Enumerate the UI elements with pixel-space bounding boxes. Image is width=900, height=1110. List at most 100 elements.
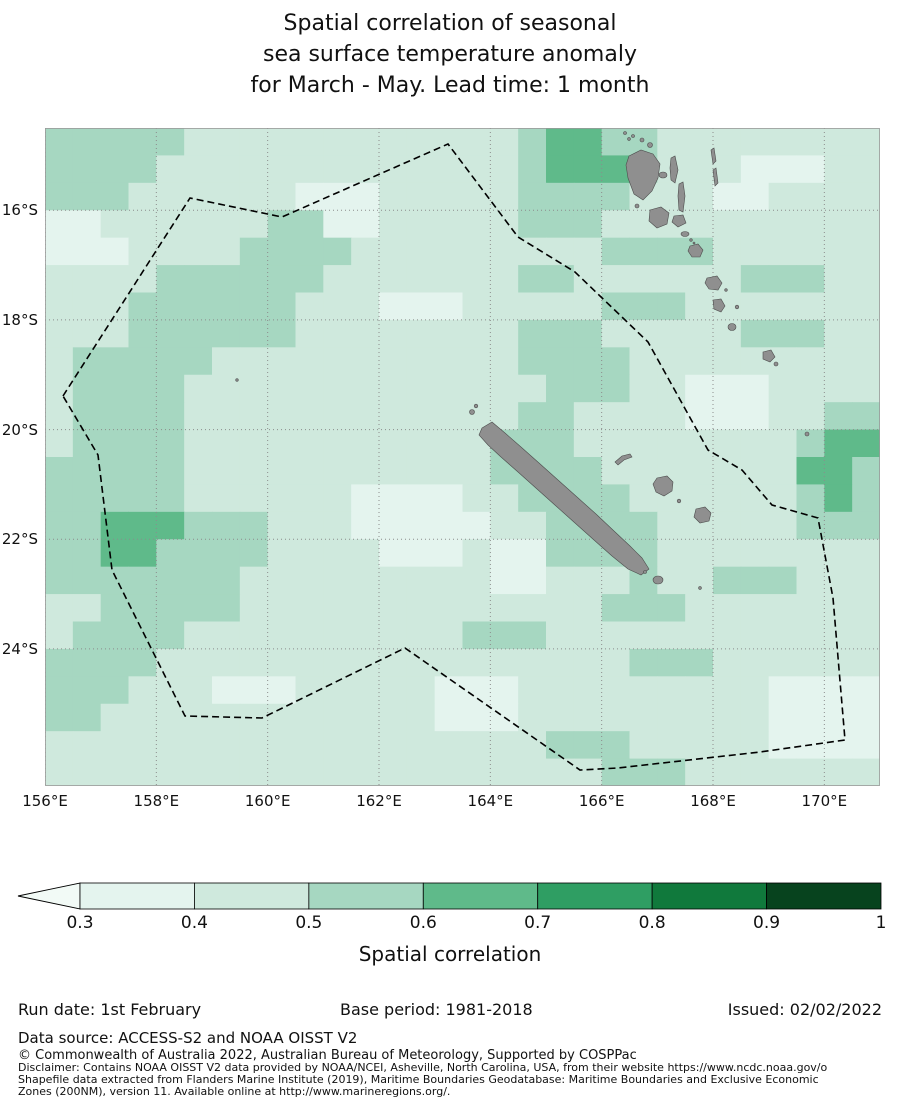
correlation-cell bbox=[740, 648, 770, 677]
correlation-cell bbox=[462, 566, 491, 595]
correlation-cell bbox=[573, 758, 603, 786]
correlation-cell bbox=[796, 566, 825, 595]
land-small-island bbox=[643, 570, 647, 574]
correlation-cell bbox=[100, 237, 129, 266]
land-banks-islands bbox=[631, 134, 635, 138]
correlation-cell bbox=[573, 566, 603, 595]
correlation-cell bbox=[45, 594, 74, 622]
correlation-cell bbox=[184, 566, 213, 595]
correlation-cell bbox=[546, 621, 575, 650]
correlation-cell bbox=[462, 511, 491, 540]
correlation-cell bbox=[406, 758, 436, 786]
correlation-cell bbox=[379, 648, 408, 677]
correlation-cell bbox=[239, 319, 269, 348]
correlation-cell bbox=[156, 347, 185, 376]
correlation-cell bbox=[239, 648, 269, 677]
correlation-cell bbox=[713, 210, 742, 239]
correlation-cell bbox=[629, 402, 658, 431]
correlation-cell bbox=[212, 182, 241, 211]
correlation-cell bbox=[323, 731, 352, 760]
correlation-cell bbox=[490, 128, 519, 156]
correlation-cell bbox=[406, 292, 436, 321]
correlation-cell bbox=[45, 347, 74, 376]
correlation-cell bbox=[657, 511, 686, 540]
correlation-cell bbox=[406, 374, 436, 403]
correlation-cell bbox=[434, 731, 463, 760]
correlation-cell bbox=[657, 539, 686, 568]
correlation-cell bbox=[184, 731, 213, 760]
colorbar-tick-label: 0.7 bbox=[524, 913, 552, 933]
correlation-cell bbox=[406, 182, 436, 211]
correlation-cell bbox=[406, 676, 436, 705]
correlation-cell bbox=[295, 457, 324, 485]
correlation-cell bbox=[156, 731, 185, 760]
correlation-cell bbox=[768, 128, 797, 156]
correlation-cell bbox=[629, 319, 658, 348]
correlation-cell bbox=[629, 237, 658, 266]
correlation-cell bbox=[462, 539, 491, 568]
colorbar-tick-label: 0.9 bbox=[753, 913, 781, 933]
correlation-cell bbox=[128, 676, 157, 705]
correlation-cell bbox=[184, 457, 213, 485]
correlation-cell bbox=[434, 237, 463, 266]
correlation-cell bbox=[184, 210, 213, 239]
correlation-cell bbox=[852, 265, 880, 293]
correlation-cell bbox=[212, 621, 241, 650]
correlation-cell bbox=[713, 731, 742, 760]
correlation-cell bbox=[768, 429, 797, 458]
correlation-cell bbox=[128, 374, 157, 403]
correlation-cell bbox=[351, 210, 380, 239]
correlation-cell bbox=[128, 319, 157, 348]
correlation-cell bbox=[406, 429, 436, 458]
correlation-cell bbox=[379, 265, 408, 293]
correlation-cell bbox=[573, 703, 603, 732]
correlation-cell bbox=[406, 566, 436, 595]
land-isle-of-pines bbox=[652, 575, 664, 585]
land-small-island bbox=[235, 378, 239, 382]
correlation-cell bbox=[184, 374, 213, 403]
correlation-cell bbox=[573, 457, 603, 485]
correlation-cell bbox=[601, 237, 630, 266]
land-erromango bbox=[704, 275, 723, 291]
correlation-cell bbox=[72, 128, 102, 156]
correlation-cell bbox=[295, 511, 324, 540]
correlation-cell bbox=[546, 539, 575, 568]
correlation-cell bbox=[100, 758, 129, 786]
correlation-cell bbox=[713, 484, 742, 513]
correlation-cell bbox=[740, 402, 770, 431]
correlation-cell bbox=[490, 319, 519, 348]
correlation-cell bbox=[379, 292, 408, 321]
correlation-cell bbox=[713, 237, 742, 266]
correlation-cell bbox=[128, 347, 157, 376]
colorbar-segment bbox=[79, 882, 195, 910]
correlation-cell bbox=[713, 402, 742, 431]
correlation-cell bbox=[379, 758, 408, 786]
correlation-cell bbox=[128, 539, 157, 568]
correlation-cell bbox=[406, 128, 436, 156]
correlation-cell bbox=[100, 566, 129, 595]
correlation-cell bbox=[72, 621, 102, 650]
correlation-cell bbox=[740, 594, 770, 622]
correlation-cell bbox=[434, 758, 463, 786]
correlation-cell bbox=[462, 292, 491, 321]
correlation-cell bbox=[351, 374, 380, 403]
correlation-cell bbox=[128, 566, 157, 595]
correlation-cell bbox=[323, 374, 352, 403]
correlation-cell bbox=[128, 402, 157, 431]
correlation-cell bbox=[379, 676, 408, 705]
correlation-cell bbox=[212, 484, 241, 513]
correlation-cell bbox=[740, 676, 770, 705]
correlation-cell bbox=[128, 429, 157, 458]
correlation-cell bbox=[518, 703, 547, 732]
correlation-cell bbox=[824, 128, 853, 156]
correlation-cell bbox=[518, 566, 547, 595]
correlation-cell bbox=[629, 758, 658, 786]
correlation-cell bbox=[72, 594, 102, 622]
correlation-cell bbox=[379, 374, 408, 403]
x-tick-label: 158°E bbox=[133, 792, 180, 810]
y-tick-label: 20°S bbox=[1, 420, 38, 439]
correlation-cell bbox=[685, 347, 714, 376]
correlation-cell bbox=[657, 731, 686, 760]
correlation-cell bbox=[796, 429, 825, 458]
data-source: Data source: ACCESS-S2 and NOAA OISST V2 bbox=[18, 1029, 358, 1047]
